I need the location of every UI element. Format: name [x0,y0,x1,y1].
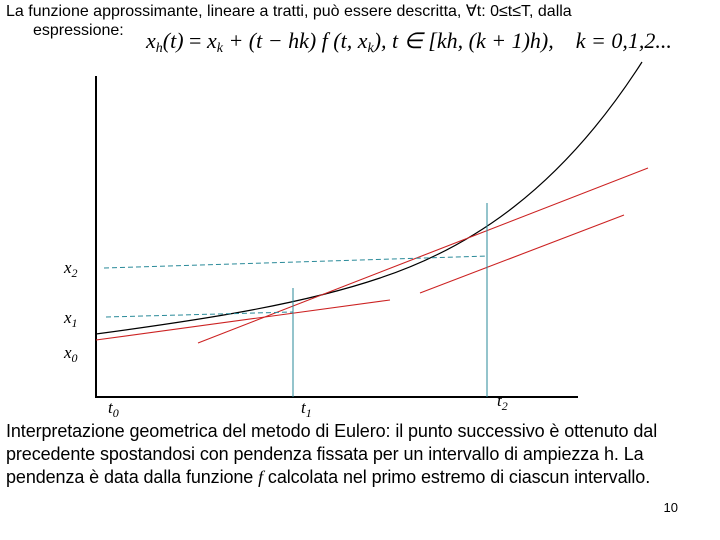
caption: Interpretazione geometrica del metodo di… [6,421,658,487]
intro-line-2: espressione: [33,22,124,39]
page-number: 10 [663,500,678,515]
euler-formula: xh(t) = xk + (t − hk) f (t, xk), t ∈ [kh… [146,28,672,56]
label-t0: t0 [108,398,119,420]
solution-curve [95,61,643,335]
label-x1: x1 [64,308,78,330]
intro-text: La funzione approssimante, lineare a tra… [6,2,706,40]
label-x0: x0 [64,343,78,365]
euler-step-0 [95,299,391,341]
euler-step-1 [197,167,649,344]
euler-step-2 [419,214,625,294]
guide-x1 [105,311,294,318]
label-t2: t2 [497,391,508,413]
label-x2: x2 [64,258,78,280]
intro-line-1: La funzione approssimante, lineare a tra… [6,3,572,20]
label-t1: t1 [301,398,312,420]
